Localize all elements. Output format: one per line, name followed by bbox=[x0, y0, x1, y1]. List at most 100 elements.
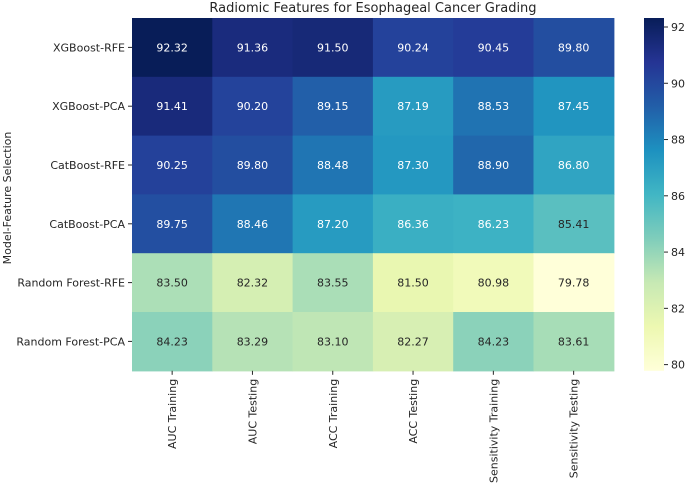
cell-value-label: 88.48 bbox=[317, 159, 349, 172]
colorbar: 80 82 84 86 88 90 92 bbox=[644, 18, 685, 372]
heatmap-cell bbox=[533, 76, 615, 137]
column-label: ACC Testing bbox=[407, 379, 420, 444]
row-label: XGBoost-PCA bbox=[52, 100, 125, 113]
cell-value-label: 89.75 bbox=[156, 218, 188, 231]
row-label: Random Forest-PCA bbox=[16, 335, 125, 348]
cell-value-label: 79.78 bbox=[558, 277, 590, 290]
heatmap-cell bbox=[292, 253, 374, 313]
row-label: XGBoost-RFE bbox=[53, 41, 125, 54]
heatmap-cell bbox=[212, 76, 294, 137]
column-label: Sensitivity Testing bbox=[568, 379, 581, 478]
cell-value-label: 82.32 bbox=[237, 277, 269, 290]
heatmap-cell bbox=[132, 135, 213, 195]
column-label: AUC Training bbox=[166, 379, 179, 449]
heatmap-cell bbox=[132, 253, 213, 313]
heatmap-cell bbox=[212, 135, 294, 195]
heatmap-cell bbox=[453, 253, 535, 313]
column-labels: AUC Training AUC Testing ACC Training ACC T… bbox=[166, 370, 581, 483]
heatmap-cell bbox=[212, 194, 294, 254]
cell-value-label: 86.36 bbox=[397, 218, 429, 231]
cell-value-label: 89.80 bbox=[237, 159, 269, 172]
row-labels: XGBoost-RFE XGBoost-PCA CatBoost-RFE CatBoo… bbox=[16, 41, 132, 348]
cell-value-label: 89.15 bbox=[317, 100, 349, 113]
heatmap-cell bbox=[132, 76, 213, 137]
heatmap-cells bbox=[132, 18, 615, 372]
cell-value-label: 83.10 bbox=[317, 335, 349, 348]
heatmap-cell bbox=[453, 135, 535, 195]
heatmap-cell bbox=[533, 135, 615, 195]
heatmap-cell bbox=[533, 312, 615, 372]
heatmap-cell bbox=[292, 76, 374, 137]
cell-value-label: 92.32 bbox=[156, 41, 188, 54]
cell-value-label: 87.20 bbox=[317, 218, 349, 231]
colorbar-tick-label: 88 bbox=[671, 134, 685, 147]
heatmap-cell bbox=[533, 194, 615, 254]
cell-value-label: 91.50 bbox=[317, 41, 349, 54]
colorbar-tick-label: 86 bbox=[671, 190, 685, 203]
colorbar-tick-label: 82 bbox=[671, 302, 685, 315]
heatmap-cell bbox=[292, 194, 374, 254]
cell-value-label: 83.29 bbox=[237, 335, 269, 348]
y-axis-label: Model-Feature Selection bbox=[1, 132, 14, 265]
heatmap-cell-labels: 92.32 91.36 91.50 90.24 90.45 89.80 91.41 90.20… bbox=[156, 41, 589, 348]
cell-value-label: 86.23 bbox=[478, 218, 510, 231]
heatmap-cell bbox=[212, 312, 294, 372]
cell-value-label: 83.50 bbox=[156, 277, 188, 290]
row-label: CatBoost-RFE bbox=[50, 159, 125, 172]
heatmap-cell bbox=[372, 253, 454, 313]
colorbar-gradient bbox=[644, 18, 664, 371]
heatmap-cell bbox=[212, 253, 294, 313]
cell-value-label: 84.23 bbox=[156, 335, 188, 348]
cell-value-label: 91.36 bbox=[237, 41, 269, 54]
heatmap-cell bbox=[292, 18, 374, 78]
cell-value-label: 84.23 bbox=[478, 335, 510, 348]
column-label: Sensitivity Training bbox=[487, 379, 500, 483]
heatmap-cell bbox=[453, 76, 535, 137]
heatmap-cell bbox=[372, 312, 454, 372]
heatmap-cell bbox=[453, 18, 535, 78]
heatmap-cell bbox=[132, 194, 213, 254]
heatmap-cell bbox=[453, 194, 535, 254]
cell-value-label: 88.46 bbox=[237, 218, 269, 231]
cell-value-label: 80.98 bbox=[478, 277, 510, 290]
cell-value-label: 90.24 bbox=[397, 41, 429, 54]
heatmap-cell bbox=[533, 18, 615, 78]
row-label: CatBoost-PCA bbox=[49, 218, 125, 231]
cell-value-label: 87.19 bbox=[397, 100, 429, 113]
row-label: Random Forest-RFE bbox=[17, 277, 125, 290]
cell-value-label: 88.53 bbox=[478, 100, 510, 113]
cell-value-label: 86.80 bbox=[558, 159, 590, 172]
cell-value-label: 85.41 bbox=[558, 218, 590, 231]
heatmap-cell bbox=[372, 194, 454, 254]
cell-value-label: 91.41 bbox=[156, 100, 188, 113]
cell-value-label: 90.25 bbox=[156, 159, 188, 172]
cell-value-label: 87.30 bbox=[397, 159, 429, 172]
colorbar-tick-label: 90 bbox=[671, 77, 685, 90]
heatmap-cell bbox=[372, 76, 454, 137]
heatmap-cell bbox=[132, 312, 213, 372]
colorbar-tick-label: 92 bbox=[671, 21, 685, 34]
heatmap-cell bbox=[292, 135, 374, 195]
cell-value-label: 82.27 bbox=[397, 335, 429, 348]
heatmap-cell bbox=[372, 18, 454, 78]
cell-value-label: 87.45 bbox=[558, 100, 590, 113]
cell-value-label: 81.50 bbox=[397, 277, 429, 290]
cell-value-label: 88.90 bbox=[478, 159, 510, 172]
cell-value-label: 90.45 bbox=[478, 41, 510, 54]
colorbar-tick-label: 80 bbox=[671, 359, 685, 372]
heatmap-cell bbox=[372, 135, 454, 195]
column-label: ACC Training bbox=[327, 379, 340, 449]
colorbar-tick-label: 84 bbox=[671, 246, 685, 259]
heatmap-cell bbox=[132, 18, 213, 78]
cell-value-label: 83.61 bbox=[558, 335, 590, 348]
cell-value-label: 90.20 bbox=[237, 100, 269, 113]
heatmap-cell bbox=[453, 312, 535, 372]
chart-title: Radiomic Features for Esophageal Cancer … bbox=[209, 1, 536, 16]
cell-value-label: 83.55 bbox=[317, 277, 349, 290]
heatmap-cell bbox=[212, 18, 294, 78]
column-label: AUC Testing bbox=[246, 379, 259, 444]
heatmap-cell bbox=[533, 253, 615, 313]
heatmap-cell bbox=[292, 312, 374, 372]
cell-value-label: 89.80 bbox=[558, 41, 590, 54]
